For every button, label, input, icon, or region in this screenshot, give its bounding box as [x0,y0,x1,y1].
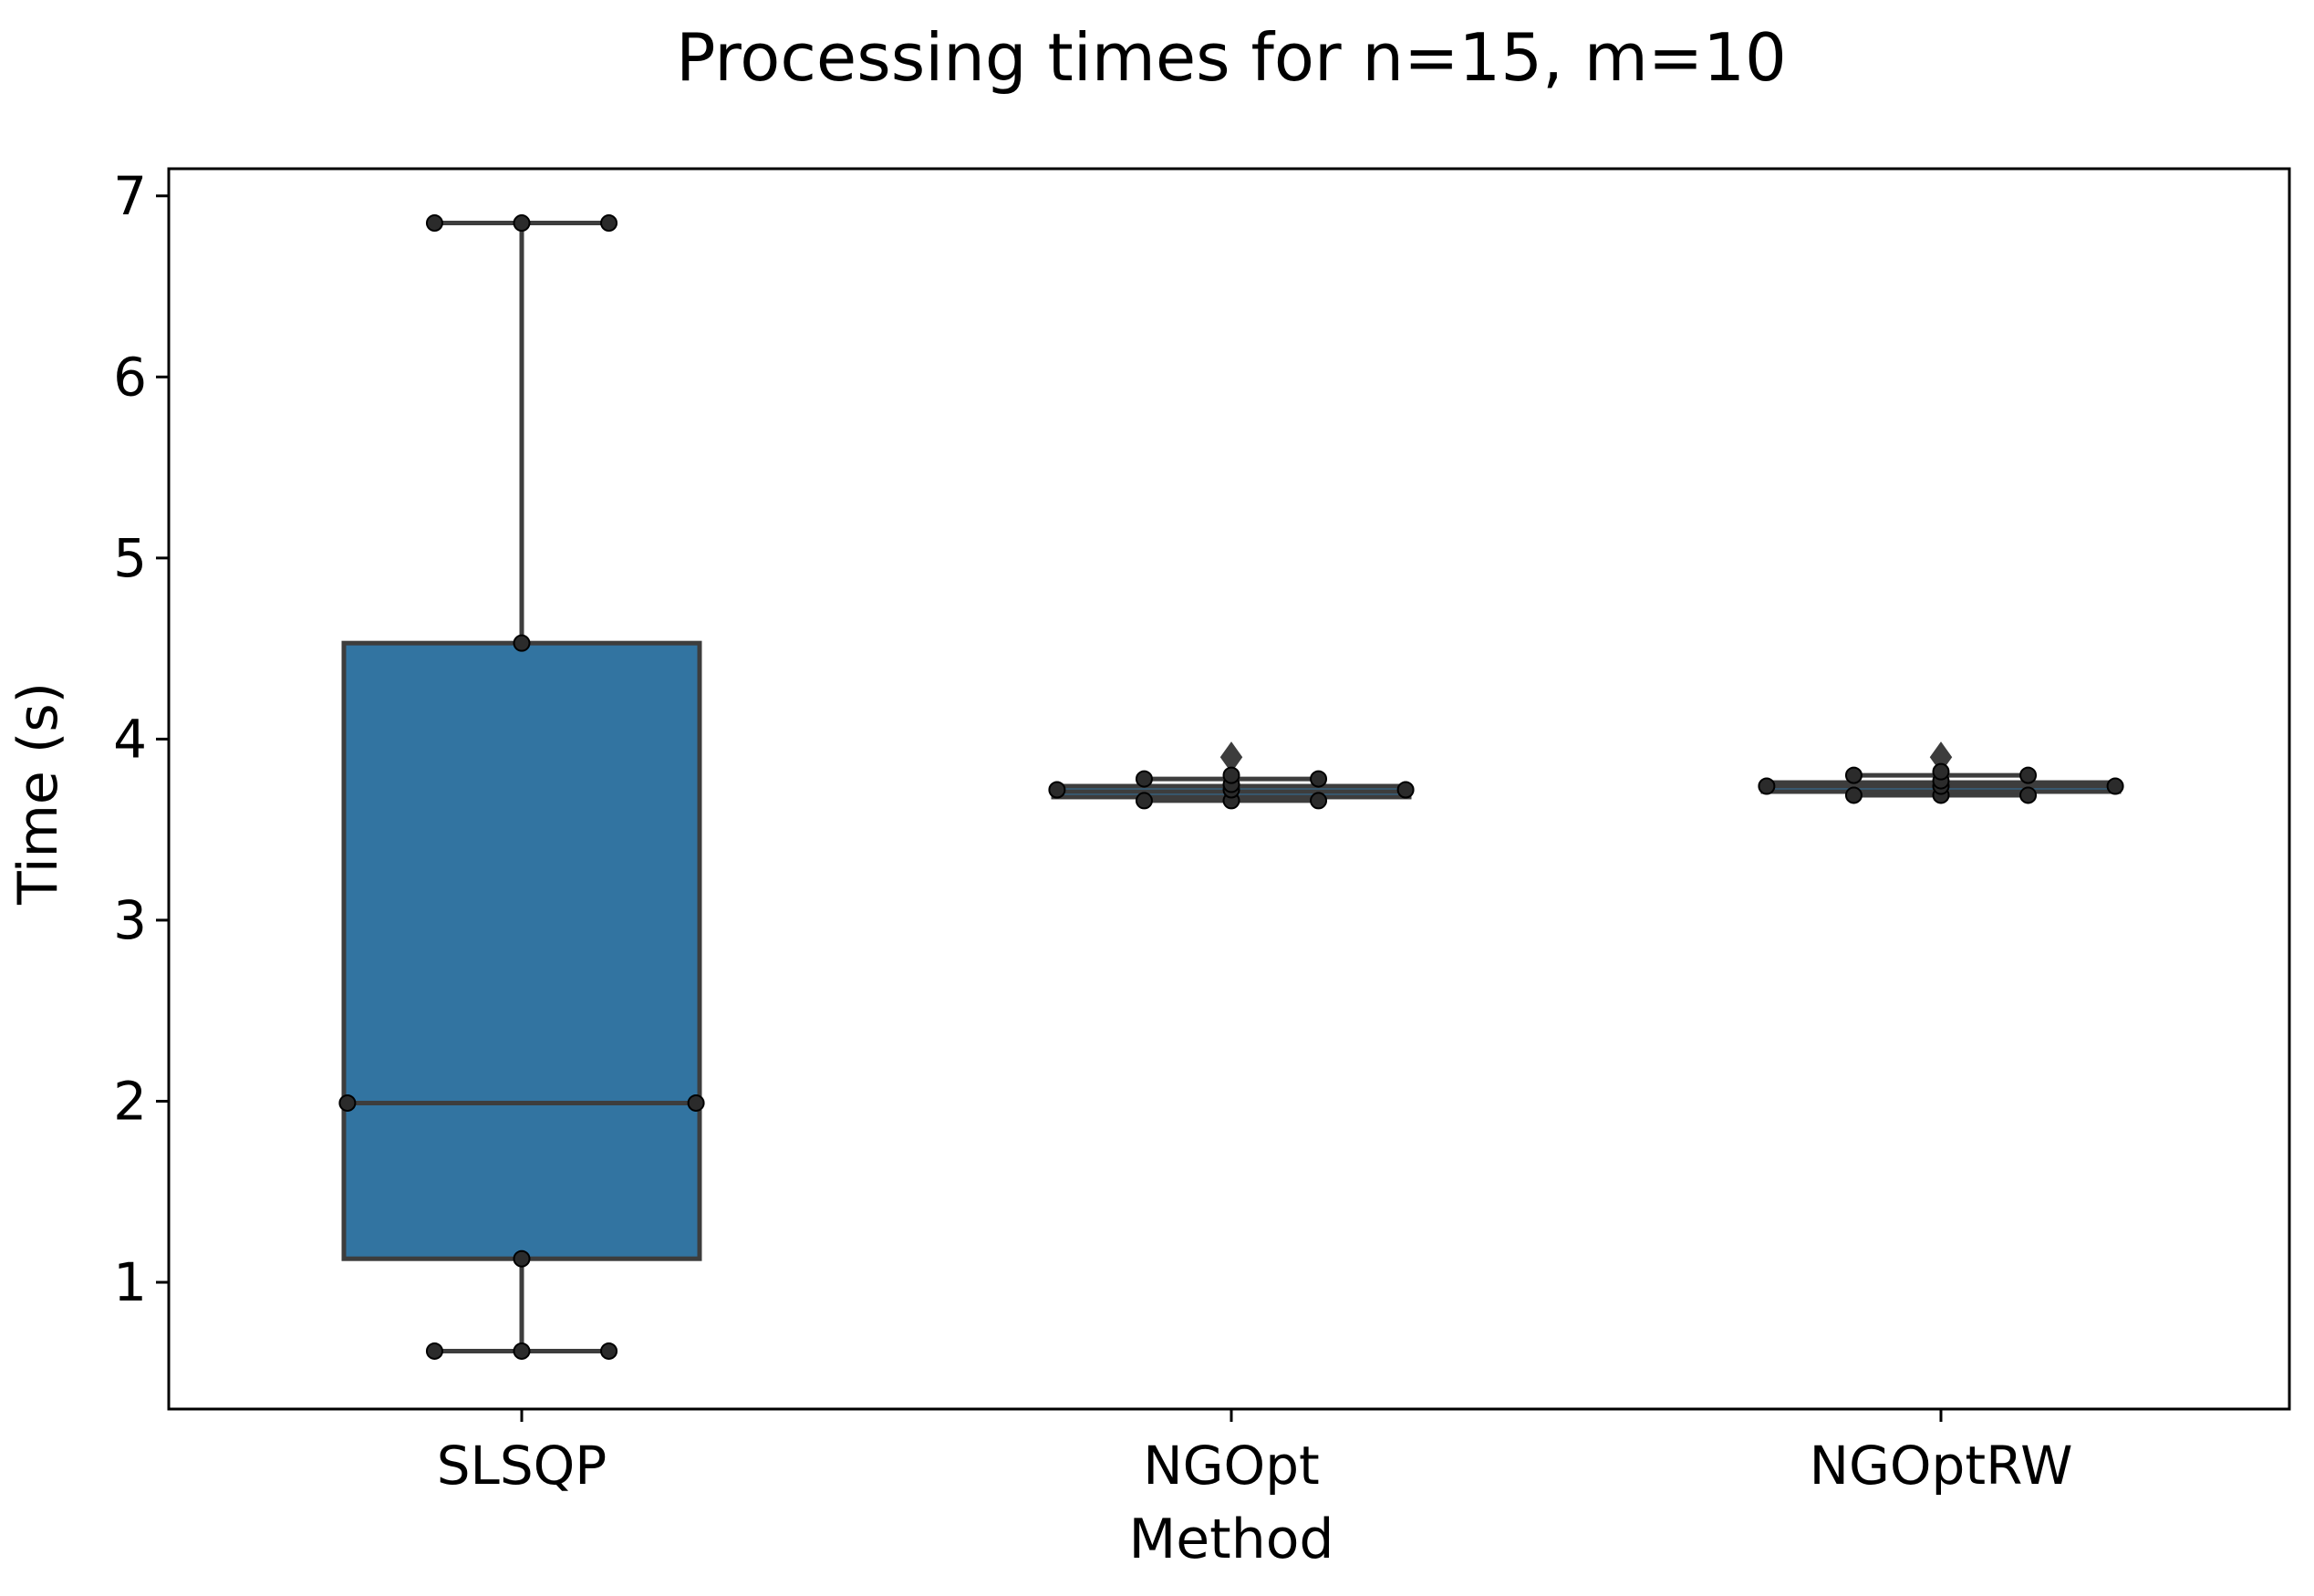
x-tick-label-slsqp: SLSQP [437,1435,607,1497]
data-point-ngoptrw-5 [2019,786,2038,804]
data-point-ngopt-2 [1135,770,1153,788]
data-point-ngopt-5 [1310,792,1328,810]
data-point-ngoptrw-3 [2019,766,2038,784]
data-point-ngoptrw-4 [1844,786,1863,804]
y-axis-label: Time (s) [6,682,70,906]
y-tick-label-1: 1 [113,1251,147,1313]
x-axis-label: Method [1128,1508,1333,1571]
data-point-ngoptrw-1 [2106,777,2124,795]
data-point-slsqp-2 [600,214,618,233]
data-point-ngopt-0 [1048,781,1066,799]
y-tick-label-6: 6 [113,346,147,408]
data-point-slsqp-5 [687,1093,705,1112]
data-point-ngopt-3 [1310,770,1328,788]
data-point-slsqp-8 [513,1342,531,1360]
y-tick-label-2: 2 [113,1070,147,1132]
chart-title: Processing times for n=15, m=10 [676,19,1787,96]
data-point-ngopt-1 [1396,781,1415,799]
plot-area: 1 2 3 4 5 6 7 SLSQP NGOpt NGOptRW [113,165,2291,1497]
data-point-slsqp-3 [513,634,531,652]
data-point-slsqp-7 [425,1342,443,1360]
x-tick-label-ngoptrw: NGOptRW [1810,1435,2073,1497]
x-tick-label-ngopt: NGOpt [1143,1435,1320,1497]
y-tick-label-5: 5 [113,527,147,589]
y-tick-label-7: 7 [113,165,147,227]
data-point-slsqp-0 [425,214,443,233]
data-point-slsqp-9 [600,1342,618,1360]
y-tick-label-3: 3 [113,889,147,951]
data-point-ngoptrw-0 [1758,777,1776,795]
box-slsqp [341,640,702,1261]
data-point-ngoptrw-2 [1844,766,1863,784]
data-point-ngopt-9 [1222,766,1240,784]
plot-frame [167,167,2291,1411]
data-point-slsqp-6 [513,1249,531,1268]
y-tick-label-4: 4 [113,708,147,770]
data-point-ngopt-4 [1135,792,1153,810]
data-point-slsqp-4 [338,1093,357,1112]
data-point-ngoptrw-9 [1932,762,1950,781]
data-point-slsqp-1 [513,214,531,233]
